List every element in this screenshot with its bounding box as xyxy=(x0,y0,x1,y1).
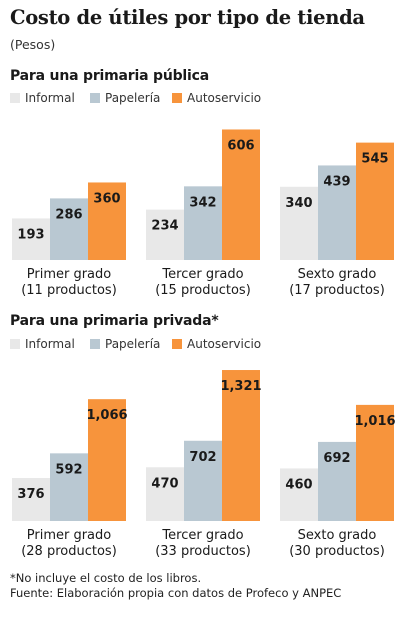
legend-item-informal: Informal xyxy=(10,90,75,106)
bar-label-publica-sexto-grado-papeleria: 439 xyxy=(323,174,350,189)
chart-title: Costo de útiles por tipo de tienda xyxy=(10,6,365,29)
bar-privada-sexto-grado-papeleria xyxy=(318,441,356,521)
chart-panel-privada: 376 592 1,066 Primer grado (28 productos) 470… xyxy=(0,354,408,568)
legend-publica: Informal Papelería Autoservicio xyxy=(10,90,400,106)
source-note: Fuente: Elaboración propia con datos de … xyxy=(10,586,342,600)
category-sublabel-publica-sexto-grado: (17 productos) xyxy=(289,283,385,298)
legend-swatch-informal xyxy=(10,339,20,349)
bar-label-publica-primer-grado-papeleria: 286 xyxy=(55,207,82,222)
legend-item-papeleria: Papelería xyxy=(90,336,160,352)
footnote: *No incluye el costo de los libros. xyxy=(10,571,202,585)
bar-publica-sexto-grado-papeleria xyxy=(318,165,356,260)
bar-label-privada-primer-grado-papeleria: 592 xyxy=(55,462,82,477)
category-sublabel-publica-tercer-grado: (15 productos) xyxy=(155,283,251,298)
bar-privada-primer-grado-autoservicio xyxy=(88,399,126,521)
legend-label-papeleria: Papelería xyxy=(105,337,161,351)
category-sublabel-privada-sexto-grado: (30 productos) xyxy=(289,544,385,559)
category-sublabel-privada-tercer-grado: (33 productos) xyxy=(155,544,251,559)
bar-publica-sexto-grado-autoservicio xyxy=(356,142,394,260)
bar-privada-sexto-grado-autoservicio xyxy=(356,404,394,521)
legend-swatch-papeleria xyxy=(90,93,100,103)
bar-label-privada-tercer-grado-autoservicio: 1,321 xyxy=(220,379,261,394)
chart-subtitle: (Pesos) xyxy=(10,37,56,52)
bar-publica-tercer-grado-autoservicio xyxy=(222,129,260,260)
legend-privada: Informal Papelería Autoservicio xyxy=(10,336,400,352)
bar-privada-primer-grado-informal xyxy=(12,478,50,521)
legend-swatch-papeleria xyxy=(90,339,100,349)
legend-item-autoservicio: Autoservicio xyxy=(172,90,261,106)
legend-item-papeleria: Papelería xyxy=(90,90,160,106)
category-label-publica-primer-grado: Primer grado xyxy=(27,267,112,282)
section-title-privada: Para una primaria privada* xyxy=(10,313,219,329)
legend-item-autoservicio: Autoservicio xyxy=(172,336,261,352)
category-label-privada-tercer-grado: Tercer grado xyxy=(161,528,243,543)
bar-label-publica-sexto-grado-autoservicio: 545 xyxy=(361,152,388,167)
bar-label-publica-tercer-grado-autoservicio: 606 xyxy=(227,138,254,153)
bar-label-privada-sexto-grado-informal: 460 xyxy=(285,477,312,492)
bar-label-privada-sexto-grado-papeleria: 692 xyxy=(323,451,350,466)
bar-chart-publica: 193 286 360 Primer grado(11 productos) 234 34… xyxy=(12,129,394,298)
bar-publica-primer-grado-papeleria xyxy=(50,198,88,260)
bar-label-publica-primer-grado-informal: 193 xyxy=(17,227,44,242)
bar-label-privada-primer-grado-autoservicio: 1,066 xyxy=(86,408,127,423)
notes: *No incluye el costo de los libros. Fuen… xyxy=(10,571,405,601)
legend-label-autoservicio: Autoservicio xyxy=(187,91,262,105)
legend-label-informal: Informal xyxy=(25,337,75,351)
bar-publica-primer-grado-informal xyxy=(12,218,50,260)
legend-swatch-autoservicio xyxy=(172,93,182,103)
bar-publica-tercer-grado-informal xyxy=(146,209,184,260)
bar-privada-tercer-grado-autoservicio xyxy=(222,370,260,521)
bar-publica-tercer-grado-papeleria xyxy=(184,186,222,260)
bar-privada-primer-grado-papeleria xyxy=(50,453,88,521)
bar-publica-sexto-grado-informal xyxy=(280,186,318,260)
legend-swatch-autoservicio xyxy=(172,339,182,349)
legend-label-papeleria: Papelería xyxy=(105,91,161,105)
category-label-publica-sexto-grado: Sexto grado xyxy=(298,267,377,282)
category-label-privada-sexto-grado: Sexto grado xyxy=(298,528,377,543)
section-title-publica: Para una primaria pública xyxy=(10,68,209,84)
bar-label-publica-tercer-grado-papeleria: 342 xyxy=(189,195,216,210)
bar-privada-tercer-grado-informal xyxy=(146,467,184,521)
category-sublabel-privada-primer-grado: (28 productos) xyxy=(21,544,117,559)
bar-label-privada-tercer-grado-informal: 470 xyxy=(151,476,178,491)
legend-label-informal: Informal xyxy=(25,91,75,105)
category-label-publica-tercer-grado: Tercer grado xyxy=(161,267,243,282)
bar-privada-sexto-grado-informal xyxy=(280,468,318,521)
bar-label-publica-tercer-grado-informal: 234 xyxy=(151,219,178,234)
chart-panel-publica: 193 286 360 Primer grado (11 productos) 234 34… xyxy=(0,108,408,304)
bar-privada-tercer-grado-papeleria xyxy=(184,440,222,521)
bar-publica-primer-grado-autoservicio xyxy=(88,182,126,260)
bar-label-privada-primer-grado-informal: 376 xyxy=(17,487,44,502)
legend-label-autoservicio: Autoservicio xyxy=(187,337,262,351)
bar-label-privada-tercer-grado-papeleria: 702 xyxy=(189,450,216,465)
bar-chart-privada: 376 592 1,066 Primer grado(28 productos) 470… xyxy=(12,370,396,559)
category-sublabel-publica-primer-grado: (11 productos) xyxy=(21,283,117,298)
legend-item-informal: Informal xyxy=(10,336,75,352)
bar-label-privada-sexto-grado-autoservicio: 1,016 xyxy=(354,414,395,429)
category-label-privada-primer-grado: Primer grado xyxy=(27,528,112,543)
bar-label-publica-primer-grado-autoservicio: 360 xyxy=(93,191,120,206)
bar-label-publica-sexto-grado-informal: 340 xyxy=(285,196,312,211)
legend-swatch-informal xyxy=(10,93,20,103)
